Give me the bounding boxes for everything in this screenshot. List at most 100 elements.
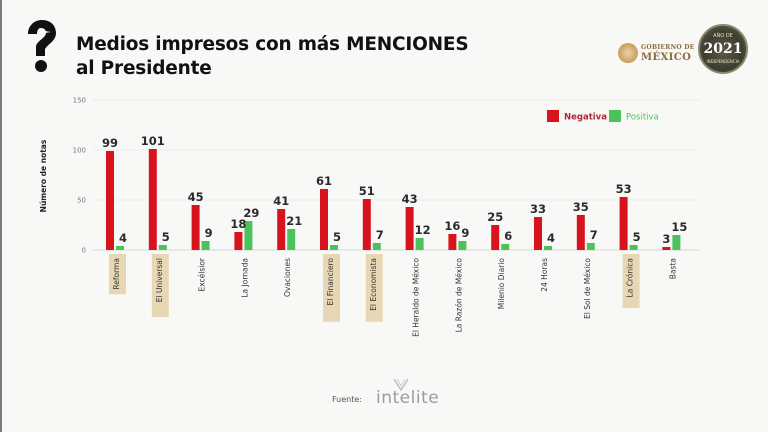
data-label-negativa: 101 [141, 134, 165, 148]
x-tick-label: El Heraldo de México [412, 258, 421, 337]
data-label-negativa: 61 [316, 174, 332, 188]
data-label-positiva: 12 [415, 223, 431, 237]
data-label-positiva: 7 [590, 228, 598, 242]
data-label-positiva: 5 [633, 230, 641, 244]
bar-negativa [662, 247, 671, 250]
bar-negativa [448, 234, 457, 250]
bar-positiva [415, 238, 424, 250]
legend-label-positiva: Positiva [626, 113, 659, 123]
data-label-negativa: 18 [230, 217, 246, 231]
data-label-negativa: 51 [359, 184, 375, 198]
x-tick-label: Basta [668, 258, 677, 279]
data-label-positiva: 15 [671, 220, 687, 234]
x-tick-label: La Razón de México [454, 258, 463, 333]
x-tick-label: Milenio Diario [497, 258, 506, 310]
anniversary-top-text: AÑO DE [713, 33, 733, 39]
legend-label-negativa: Negativa [564, 113, 607, 123]
data-label-positiva: 7 [376, 228, 384, 242]
y-tick-label: 100 [73, 147, 86, 155]
bar-negativa [277, 209, 286, 250]
bar-negativa [191, 205, 200, 250]
category-highlight [323, 254, 340, 322]
bar-positiva [330, 245, 338, 250]
anniversary-bottom-text: INDEPENDENCIA [706, 59, 740, 64]
bar-positiva [372, 243, 381, 250]
bar-negativa [534, 217, 542, 250]
bar-negativa [320, 189, 328, 250]
category-highlights [109, 254, 640, 322]
title-line-2: al Presidente [76, 58, 212, 79]
category-highlight [622, 254, 640, 308]
legend-swatch-negativa [547, 110, 559, 122]
category-highlight [151, 254, 169, 318]
x-tick-label: El Economista [369, 258, 378, 311]
data-label-positiva: 29 [243, 206, 259, 220]
data-label-positiva: 5 [162, 230, 170, 244]
data-label-positiva: 4 [119, 231, 127, 245]
bar-negativa [234, 232, 243, 250]
bar-negativa [106, 151, 114, 250]
bar-negativa [491, 225, 500, 250]
category-highlight [109, 254, 126, 295]
data-label-negativa: 16 [444, 219, 460, 233]
data-label-negativa: 33 [530, 202, 546, 216]
source-label: Fuente: [332, 395, 362, 404]
bar-positiva [629, 245, 638, 250]
anniversary-2021-logo: AÑO DE 2021 INDEPENDENCIA [698, 24, 748, 74]
gobierno-de-mexico-logo: GOBIERNO DE MÉXICO [618, 40, 698, 66]
bar-negativa [405, 207, 414, 250]
gobierno-logo-line-2: MÉXICO [641, 52, 692, 63]
legend: Negativa Positiva [547, 110, 659, 123]
bar-negativa [148, 149, 157, 250]
data-label-negativa: 45 [188, 190, 204, 204]
x-tick-label: El Universal [155, 258, 164, 302]
bar-negativa [619, 197, 628, 250]
x-axis-tick-labels: Reforma El Universal Excélsior La Jornada Ov… [112, 257, 677, 337]
source-brand: intelite [376, 388, 440, 408]
gridlines [92, 99, 700, 251]
x-tick-label: La Jornada [240, 258, 249, 298]
bar-positiva [116, 246, 124, 250]
data-label-positiva: 4 [547, 231, 555, 245]
bars [106, 149, 681, 250]
mexico-seal-icon [618, 43, 638, 63]
x-tick-label: Reforma [112, 258, 121, 290]
data-label-positiva: 5 [333, 230, 341, 244]
title-line-1: Medios impresos con más MENCIONES [76, 34, 469, 55]
question-mark-bird-icon [28, 20, 56, 72]
anniversary-year: 2021 [703, 41, 743, 57]
data-label-positiva: 6 [504, 229, 512, 243]
bar-positiva [544, 246, 552, 250]
y-tick-label: 0 [82, 247, 86, 255]
bar-positiva [158, 245, 167, 250]
bar-positiva [287, 229, 296, 250]
data-label-negativa: 41 [273, 194, 289, 208]
data-label-positiva: 9 [461, 226, 469, 240]
y-axis-label: Número de notas [39, 139, 48, 212]
bar-negativa [362, 199, 371, 250]
y-tick-label: 50 [77, 197, 86, 205]
data-label-negativa: 43 [402, 192, 418, 206]
data-label-negativa: 35 [573, 200, 589, 214]
bar-positiva [672, 235, 681, 250]
intelite-chevron-icon [393, 378, 409, 392]
y-axis-ticks: 0 50 100 150 [73, 97, 86, 255]
x-tick-label: 24 Horas [540, 258, 549, 292]
data-label-negativa: 25 [487, 210, 503, 224]
data-label-positiva: 9 [205, 226, 213, 240]
y-tick-label: 150 [73, 97, 86, 105]
x-tick-label: El Sol de México [583, 258, 592, 319]
x-tick-label: El Financiero [326, 258, 335, 306]
data-label-negativa: 53 [616, 182, 632, 196]
data-label-negativa: 3 [662, 232, 670, 246]
intelite-logo: intelite [376, 378, 440, 408]
bar-negativa [576, 215, 585, 250]
bar-positiva [244, 221, 253, 250]
x-tick-label: La Crónica [626, 258, 635, 297]
bar-positiva [458, 241, 467, 250]
x-tick-label: Ovaciones [283, 258, 292, 297]
bar-positiva [501, 244, 510, 250]
data-label-positiva: 21 [286, 214, 302, 228]
